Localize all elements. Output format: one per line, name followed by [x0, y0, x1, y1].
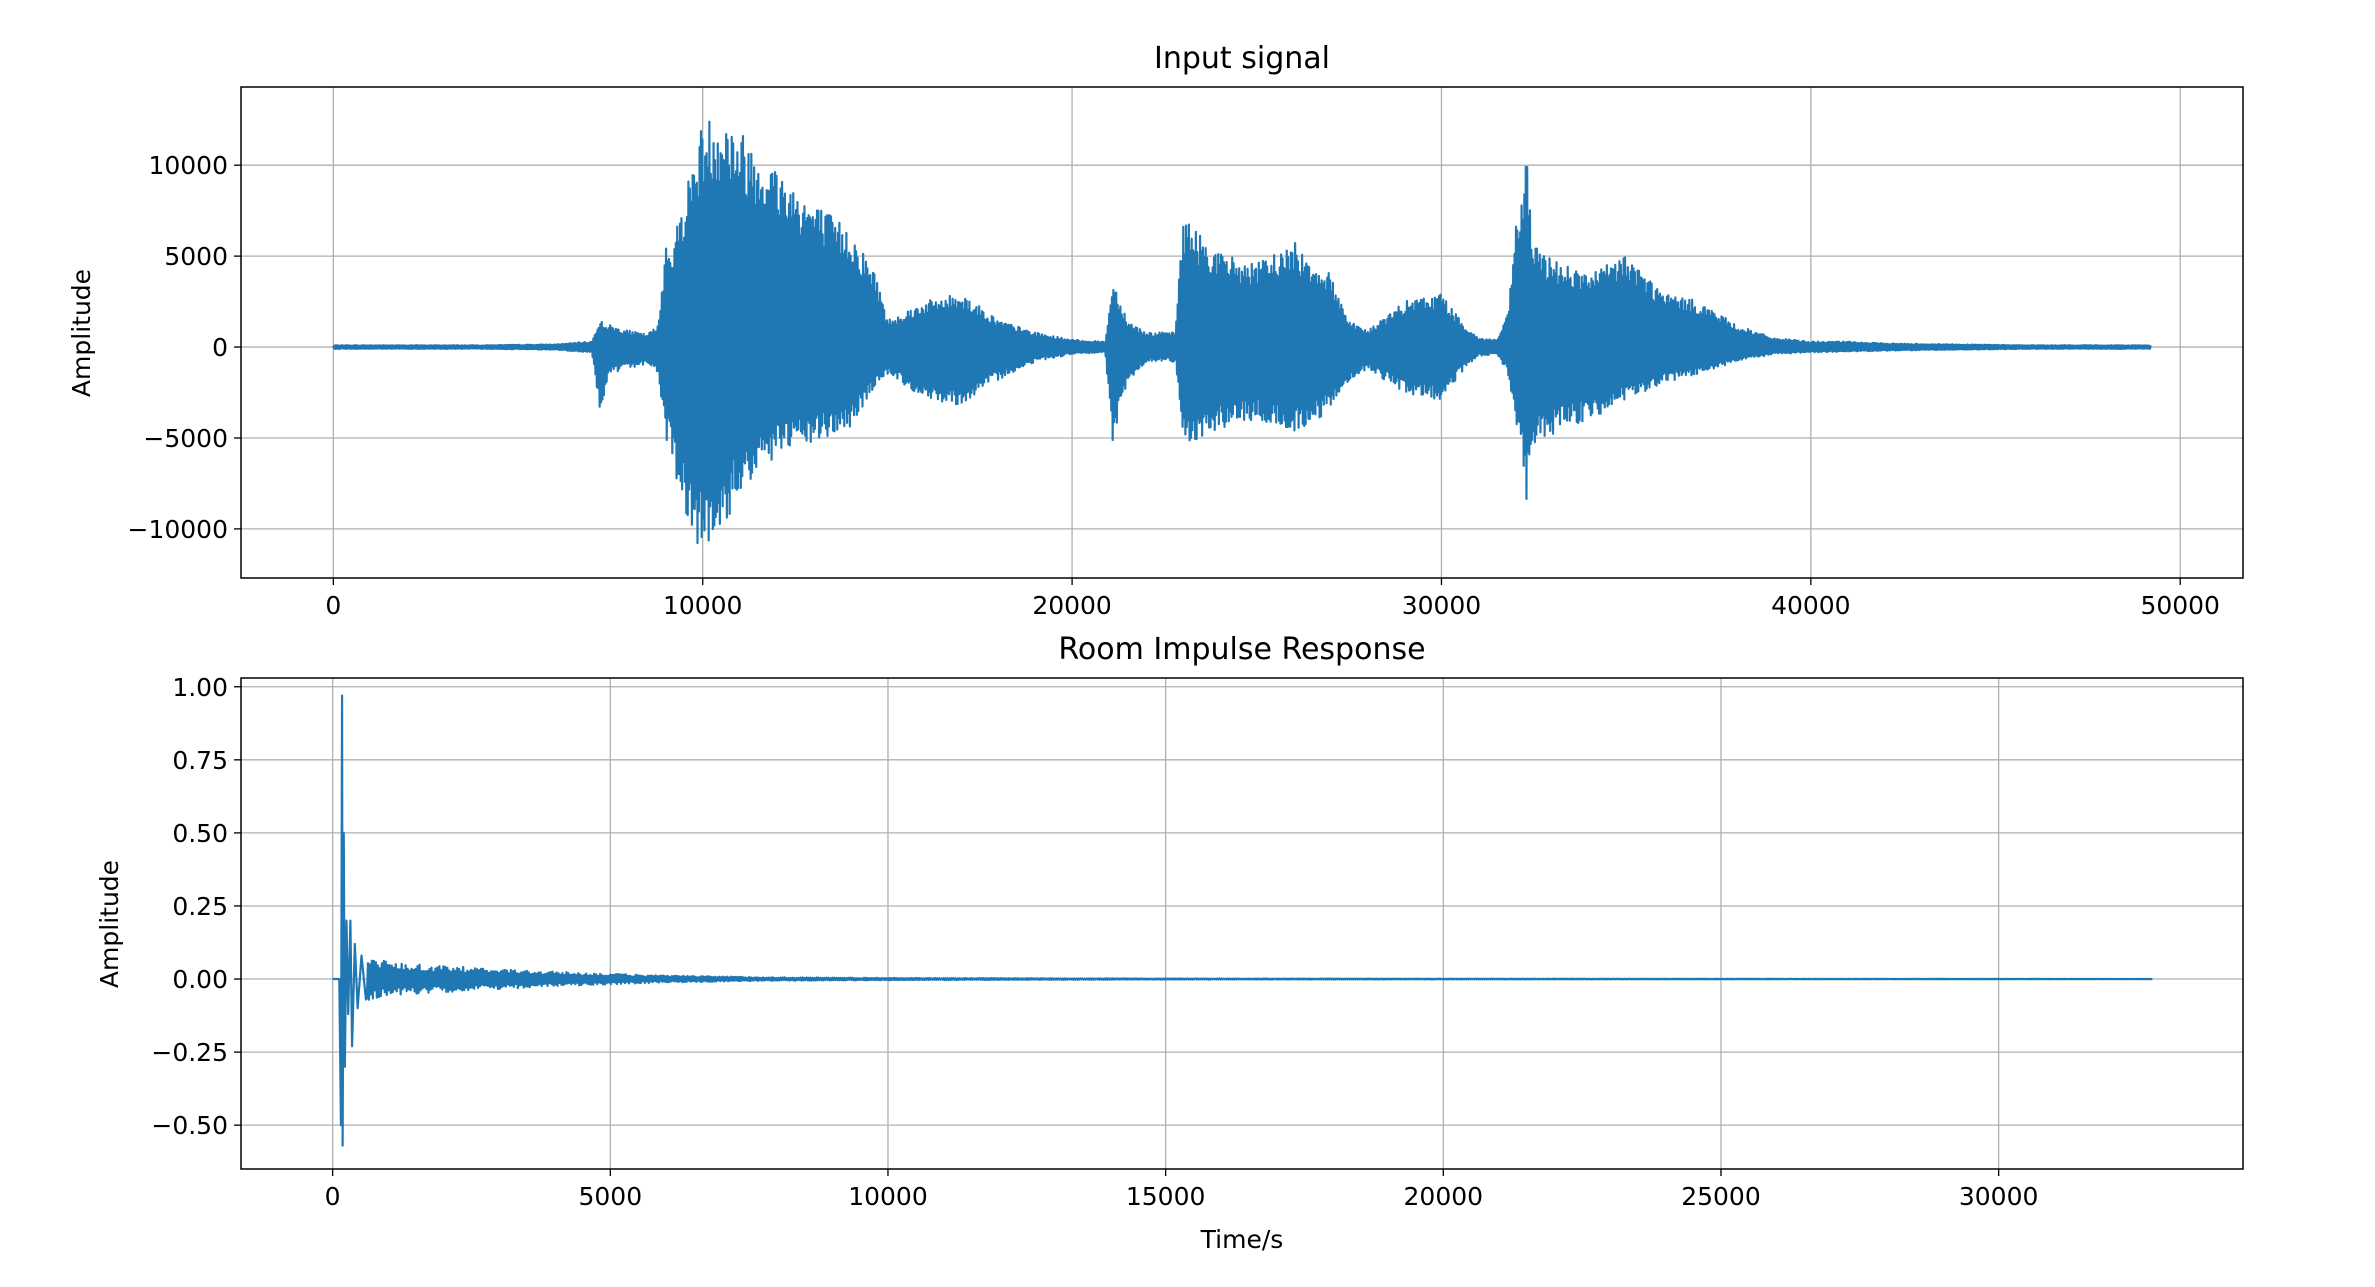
room-impulse-response-x-tick-label: 0	[325, 1182, 341, 1211]
room-impulse-response-x-tick-label: 15000	[1126, 1182, 1206, 1211]
input-signal-y-axis-label: Amplitude	[67, 269, 96, 397]
room-impulse-response-ticks: 0 5000 10000 15000 20000 25000 30000 −0.50 −0.25…	[151, 673, 2038, 1211]
room-impulse-response-y-tick-label: −0.50	[151, 1111, 228, 1140]
input-signal-series	[332, 120, 2152, 545]
input-signal-x-tick-label: 20000	[1032, 591, 1112, 620]
room-impulse-response-y-axis-label: Amplitude	[95, 860, 124, 988]
room-impulse-response-x-tick-label: 20000	[1404, 1182, 1484, 1211]
input-signal-y-tick-label: 5000	[164, 242, 228, 271]
room-impulse-response-x-tick-label: 30000	[1959, 1182, 2039, 1211]
input-signal-title: Input signal	[1154, 41, 1330, 76]
room-impulse-response-y-tick-label: −0.25	[151, 1038, 228, 1067]
room-impulse-response-x-tick-label: 25000	[1681, 1182, 1761, 1211]
room-impulse-response-y-tick-label: 0.75	[172, 746, 228, 775]
input-signal-y-tick-label: 10000	[148, 151, 228, 180]
room-impulse-response-y-tick-label: 1.00	[172, 673, 228, 702]
room-impulse-response-plot-area	[241, 678, 2243, 1169]
room-impulse-response-axes-frame	[240, 677, 2244, 1170]
room-impulse-response-y-tick-label: 0.50	[172, 819, 228, 848]
input-signal-x-tick-label: 40000	[1771, 591, 1851, 620]
room-impulse-response-title: Room Impulse Response	[1058, 632, 1425, 667]
input-signal-axes-frame	[240, 86, 2244, 579]
room-impulse-response-grid	[241, 678, 2243, 1169]
room-impulse-response-x-tick-label: 5000	[578, 1182, 642, 1211]
input-signal-x-tick-label: 50000	[2140, 591, 2220, 620]
input-signal-ticks: 0 10000 20000 30000 40000 50000 −10000 −5000 0 50…	[128, 151, 2220, 620]
room-impulse-response-y-tick-label: 0.00	[172, 965, 228, 994]
input-signal-x-tick-label: 10000	[663, 591, 743, 620]
room-impulse-response-x-tick-label: 10000	[848, 1182, 928, 1211]
input-signal-x-tick-label: 0	[325, 591, 341, 620]
input-signal-y-tick-label: 0	[212, 333, 228, 362]
room-impulse-response-series	[332, 694, 2153, 1147]
room-impulse-response-x-axis-label: Time/s	[1200, 1225, 1284, 1254]
room-impulse-response-waveform-line	[332, 694, 2153, 1147]
input-signal-y-tick-label: −10000	[128, 515, 228, 544]
room-impulse-response-y-tick-label: 0.25	[172, 892, 228, 921]
input-signal-waveform-line	[332, 120, 2152, 545]
input-signal-panel: 0 10000 20000 30000 40000 50000 −10000 −5000 0 50…	[67, 41, 2244, 620]
input-signal-x-tick-label: 30000	[1402, 591, 1482, 620]
input-signal-y-tick-label: −5000	[143, 424, 228, 453]
room-impulse-response-panel: 0 5000 10000 15000 20000 25000 30000 −0.50 −0.25…	[95, 632, 2244, 1254]
